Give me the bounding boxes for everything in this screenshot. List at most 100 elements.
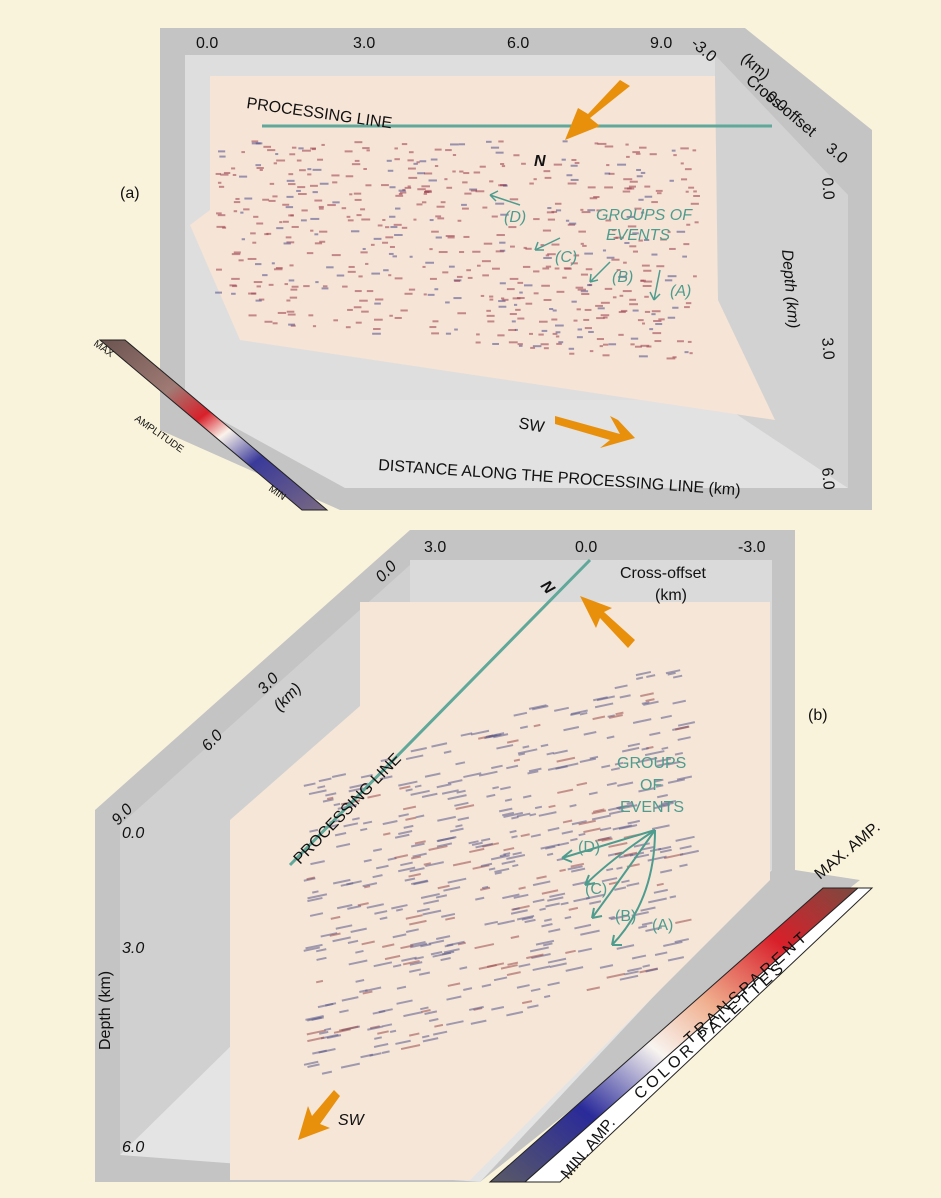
texture-mark (446, 995, 462, 1001)
texture-mark (298, 147, 304, 150)
texture-mark (629, 303, 639, 306)
texture-mark (584, 252, 593, 255)
texture-mark (459, 966, 468, 970)
texture-mark (305, 1015, 324, 1021)
texture-mark (275, 266, 283, 269)
texture-mark (331, 174, 340, 177)
texture-mark (612, 824, 632, 831)
texture-mark (324, 1002, 337, 1007)
texture-mark (576, 308, 581, 311)
texture-mark (513, 758, 521, 762)
texture-mark (640, 845, 656, 851)
texture-mark (377, 224, 383, 227)
texture-mark (599, 345, 603, 348)
texture-mark (407, 185, 411, 188)
texture-mark (532, 880, 551, 887)
texture-mark (614, 761, 624, 766)
texture-mark (576, 782, 588, 787)
panel-label: (a) (120, 185, 140, 202)
texture-mark (297, 186, 306, 189)
texture-mark (397, 866, 416, 873)
texture-mark (240, 211, 244, 214)
texture-mark (645, 926, 662, 932)
texture-mark (400, 861, 413, 867)
texture-mark (672, 356, 677, 359)
texture-mark (608, 806, 623, 812)
texture-mark (367, 793, 381, 799)
texture-mark (276, 227, 284, 230)
texture-mark (377, 1030, 389, 1035)
texture-mark (354, 290, 362, 293)
texture-mark (693, 190, 697, 193)
texture-mark (267, 149, 276, 152)
texture-mark (581, 211, 591, 214)
texture-mark (340, 1062, 361, 1069)
texture-mark (308, 314, 314, 317)
texture-mark (510, 909, 528, 915)
texture-mark (459, 170, 464, 173)
texture-mark (252, 241, 257, 244)
texture-mark (569, 352, 575, 355)
texture-mark (256, 167, 264, 170)
texture-mark (251, 142, 261, 145)
texture-mark (303, 782, 316, 787)
texture-mark (382, 819, 398, 826)
texture-mark (617, 781, 634, 787)
texture (215, 140, 700, 360)
texture-mark (512, 851, 522, 856)
texture-mark (400, 944, 414, 950)
texture-mark (580, 273, 588, 276)
texture-mark (562, 819, 573, 824)
texture-mark (535, 939, 555, 946)
texture-mark (414, 784, 422, 788)
texture-mark (361, 310, 369, 313)
texture-mark (475, 190, 485, 193)
texture-mark (635, 152, 641, 155)
texture-mark (509, 277, 519, 280)
depth-title: Depth (km) (97, 971, 114, 1050)
texture-mark (568, 906, 579, 911)
texture-mark (541, 329, 548, 332)
texture-mark (508, 341, 518, 344)
texture-mark (476, 264, 481, 267)
texture-mark (373, 237, 382, 240)
texture-mark (365, 262, 369, 265)
texture-mark (395, 1039, 411, 1045)
texture-mark (348, 265, 355, 268)
texture-mark (539, 907, 546, 911)
texture-mark (588, 791, 598, 796)
texture-mark (540, 343, 549, 346)
texture-mark (522, 745, 530, 749)
texture-mark (543, 347, 549, 350)
texture-mark (616, 944, 635, 950)
texture-mark (565, 219, 570, 222)
texture-mark (577, 328, 583, 331)
texture-mark (491, 215, 498, 218)
texture-mark (429, 219, 434, 222)
texture-mark (314, 242, 323, 245)
texture-mark (486, 793, 496, 798)
texture-mark (546, 852, 554, 856)
texture-mark (596, 209, 602, 212)
texture-mark (600, 301, 610, 304)
texture-mark (649, 328, 654, 331)
texture-mark (669, 179, 674, 182)
texture-mark (392, 255, 397, 258)
texture-mark (264, 320, 273, 323)
texture-mark (542, 267, 550, 270)
texture-mark (288, 183, 296, 186)
texture-mark (373, 961, 393, 968)
texture-mark (626, 215, 635, 218)
texture-mark (551, 210, 558, 213)
texture-mark (307, 893, 328, 900)
texture-mark (410, 940, 426, 947)
texture-mark (533, 270, 540, 273)
texture-mark (643, 238, 650, 241)
texture-mark (340, 882, 354, 887)
texture-mark (530, 346, 536, 349)
texture-mark (441, 950, 455, 956)
texture-mark (635, 670, 652, 677)
texture-mark (272, 322, 278, 325)
texture-mark (409, 919, 427, 926)
seismic-slice (230, 602, 770, 1180)
